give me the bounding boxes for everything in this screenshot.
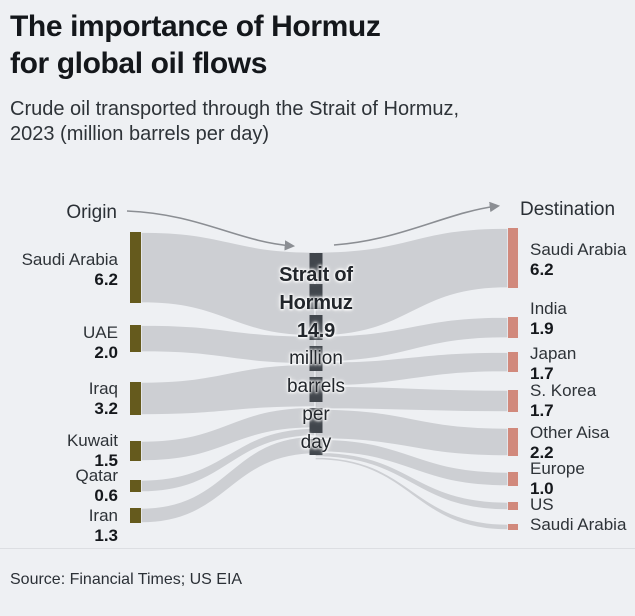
source-attribution: Source: Financial Times; US EIA — [10, 571, 243, 588]
country-name: Other Aisa — [530, 423, 610, 442]
country-value: 1.0 — [530, 479, 554, 498]
destination-label-saudi-arabia-return: Saudi Arabia — [530, 515, 626, 535]
destination-label-japan: Japan 1.7 — [530, 344, 576, 384]
country-value: 2.2 — [530, 443, 554, 462]
origin-bar-iraq — [130, 382, 141, 415]
country-name: S. Korea — [530, 381, 597, 400]
origin-label-iraq: Iraq 3.2 — [89, 379, 118, 419]
country-name: Qatar — [75, 466, 118, 485]
country-value: 6.2 — [94, 270, 118, 289]
destination-bar-other-asia — [508, 428, 518, 456]
country-name: Iran — [88, 506, 118, 525]
origin-label-iran: Iran 1.3 — [89, 506, 118, 546]
country-value: 6.2 — [530, 260, 554, 279]
strait-name-line-1: Strait of — [279, 264, 353, 286]
origin-bar-qatar — [130, 480, 141, 492]
arrow-origin-to-center — [126, 210, 296, 251]
country-name: US — [530, 495, 554, 514]
chart-subtitle: Crude oil transported through the Strait… — [10, 97, 620, 147]
flow-direction-arrows — [126, 201, 501, 251]
country-name: Kuwait — [66, 431, 118, 450]
country-value: 0.6 — [94, 486, 118, 505]
origin-bar-uae — [130, 325, 141, 352]
destination-bar-europe — [508, 472, 518, 486]
origin-label-saudi-arabia: Saudi Arabia 6.2 — [22, 250, 118, 290]
page-title: The importance of Hormuz for global oil … — [10, 8, 610, 82]
destination-column-header: Destination — [520, 199, 616, 220]
country-name: India — [530, 299, 567, 318]
country-value: 1.5 — [94, 451, 118, 470]
strait-unit-line-2: barrels — [286, 376, 346, 397]
subtitle-line-1: Crude oil transported through the Strait… — [10, 98, 460, 120]
country-name: Iraq — [88, 379, 118, 398]
origin-bar-saudi-arabia — [130, 232, 141, 303]
country-value: 3.2 — [94, 399, 118, 418]
destination-label-us: US — [530, 495, 554, 515]
destination-bar-us — [508, 502, 518, 510]
country-value: 1.7 — [530, 364, 554, 383]
origin-bar-iran — [130, 508, 141, 523]
country-value: 1.3 — [94, 526, 118, 545]
strait-unit-line-3: per — [302, 404, 330, 425]
footer-divider — [0, 548, 635, 549]
origin-column-header: Origin — [66, 202, 117, 223]
destination-bar-japan — [508, 352, 518, 372]
strait-unit-line-4: day — [300, 432, 332, 453]
subtitle-line-2: 2023 (million barrels per day) — [10, 123, 270, 145]
destination-label-s-korea: S. Korea 1.7 — [530, 381, 596, 421]
country-name: Europe — [530, 459, 585, 478]
country-name: Japan — [530, 344, 577, 363]
strait-of-hormuz-annotation: Strait of Hormuz 14.9 million barrels pe… — [233, 261, 399, 457]
origin-label-uae: UAE 2.0 — [83, 323, 118, 363]
origin-bar-kuwait — [130, 441, 141, 461]
destination-label-india: India 1.9 — [530, 299, 567, 339]
title-line-2: for global oil flows — [10, 47, 267, 80]
strait-unit-line-1: million — [289, 348, 343, 369]
country-value: 1.7 — [530, 401, 554, 420]
country-value: 1.9 — [530, 319, 554, 338]
country-value: 2.0 — [94, 343, 118, 362]
origin-label-qatar: Qatar 0.6 — [75, 466, 118, 506]
destination-bar-saudi-arabia-return — [508, 524, 518, 530]
destination-label-other-asia: Other Aisa 2.2 — [530, 423, 609, 463]
destination-bar-saudi-arabia — [508, 228, 518, 288]
destination-label-europe: Europe 1.0 — [530, 459, 585, 499]
country-name: UAE — [83, 323, 118, 342]
destination-node-bars — [508, 228, 518, 530]
country-name: Saudi Arabia — [21, 250, 118, 269]
strait-name-line-2: Hormuz — [279, 292, 353, 314]
origin-label-kuwait: Kuwait 1.5 — [67, 431, 118, 471]
country-name: Saudi Arabia — [530, 240, 627, 259]
origin-node-bars — [130, 232, 141, 523]
strait-total-value: 14.9 — [296, 320, 336, 342]
country-name: Saudi Arabia — [530, 515, 627, 534]
destination-bar-s-korea — [508, 390, 518, 412]
flow-ribbons — [140, 227, 509, 531]
title-line-1: The importance of Hormuz — [10, 10, 381, 43]
flow-destination-saudi-arabia — [314, 227, 509, 337]
destination-bar-india — [508, 317, 518, 338]
destination-label-saudi-arabia: Saudi Arabia 6.2 — [530, 240, 626, 280]
arrow-center-to-destination — [333, 201, 501, 246]
